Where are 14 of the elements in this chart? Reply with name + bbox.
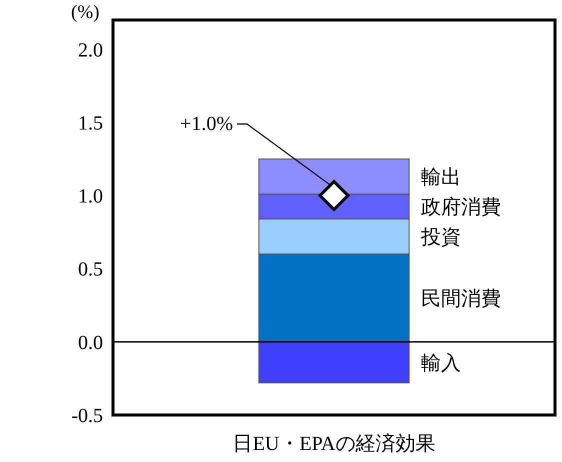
series-label: 輸入 <box>421 352 462 374</box>
x-tick-label: 日EU・EPAの経済効果 <box>232 433 436 455</box>
y-tick-label: -0.5 <box>71 405 103 427</box>
series-label: 投資 <box>420 226 462 249</box>
y-tick-label: 0.0 <box>78 332 103 354</box>
y-tick-label: 1.0 <box>78 186 103 208</box>
y-axis-title: (%) <box>71 2 100 23</box>
annotation: +1.0% <box>180 113 233 135</box>
series-label: 輸出 <box>421 166 462 189</box>
series-label: 民間消費 <box>421 288 502 310</box>
y-tick-label: 1.5 <box>78 112 103 134</box>
y-tick-label: 2.0 <box>78 39 103 62</box>
y-tick-label: 0.5 <box>78 258 103 281</box>
series-label: 政府消費 <box>421 196 502 219</box>
